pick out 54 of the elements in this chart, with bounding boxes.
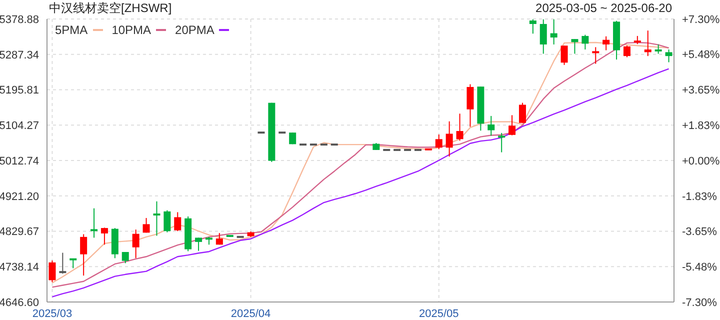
y2-tick-label: +5.48% [682, 49, 720, 62]
candlestick [70, 258, 77, 269]
candlestick [644, 30, 652, 57]
y-tick-label: 5287.34 [0, 49, 39, 62]
candlestick [59, 252, 66, 274]
y-tick-label: 5012.74 [0, 155, 39, 168]
candlestick [466, 84, 474, 128]
candlestick [602, 36, 610, 51]
candlestick [142, 217, 150, 234]
candlestick [571, 38, 578, 54]
candlestick [623, 45, 630, 58]
candlestick [592, 46, 600, 64]
candlestick [435, 134, 442, 150]
x-tick-label: 2025/03 [32, 308, 72, 320]
candlestick [446, 120, 453, 158]
candlestick [540, 18, 547, 54]
y-tick-label: 5378.88 [0, 14, 39, 26]
candlestick [132, 229, 140, 259]
candlestick [100, 227, 108, 246]
y2-tick-label: -5.48% [682, 262, 718, 274]
candlestick [508, 114, 516, 136]
legend-label: 5PMA [55, 23, 88, 37]
candlestick [174, 212, 182, 232]
candlestick [80, 234, 88, 276]
legend-label: 20PMA [175, 23, 214, 37]
candlestick [456, 113, 464, 142]
x-tick-label: 2025/04 [230, 308, 271, 320]
y2-tick-label: +3.65% [682, 84, 720, 97]
y-tick-label: 5195.81 [0, 84, 39, 97]
y-tick-label: 5104.27 [0, 120, 39, 132]
candlestick [654, 44, 662, 54]
y2-tick-label: +0.00% [682, 155, 720, 168]
candlestick [560, 45, 568, 66]
y2-tick-label: -7.30% [682, 296, 718, 309]
candlestick [665, 48, 672, 63]
candlestick [498, 132, 506, 153]
candlestick [550, 18, 558, 45]
candlestick [90, 208, 98, 238]
candlestick [164, 210, 171, 233]
candlestick [582, 34, 589, 50]
candlestick [518, 102, 526, 124]
candlestick [488, 115, 495, 136]
chart-title: 中汉线材卖空[ZHSWR] [49, 0, 172, 17]
candlestick [153, 200, 160, 236]
y2-tick-label: +7.30% [682, 14, 720, 26]
x-tick-label: 2025/05 [418, 308, 459, 320]
chart-subtitle: 2025-03-05 ~ 2025-06-20 [536, 0, 672, 17]
candlestick [48, 260, 56, 283]
candlestick [529, 18, 536, 34]
y2-tick-label: +1.83% [682, 120, 720, 132]
y2-tick-label: -1.83% [682, 190, 718, 203]
candlestick [195, 237, 202, 252]
y2-tick-label: -3.65% [682, 226, 718, 238]
legend-label: 10PMA [112, 23, 152, 37]
